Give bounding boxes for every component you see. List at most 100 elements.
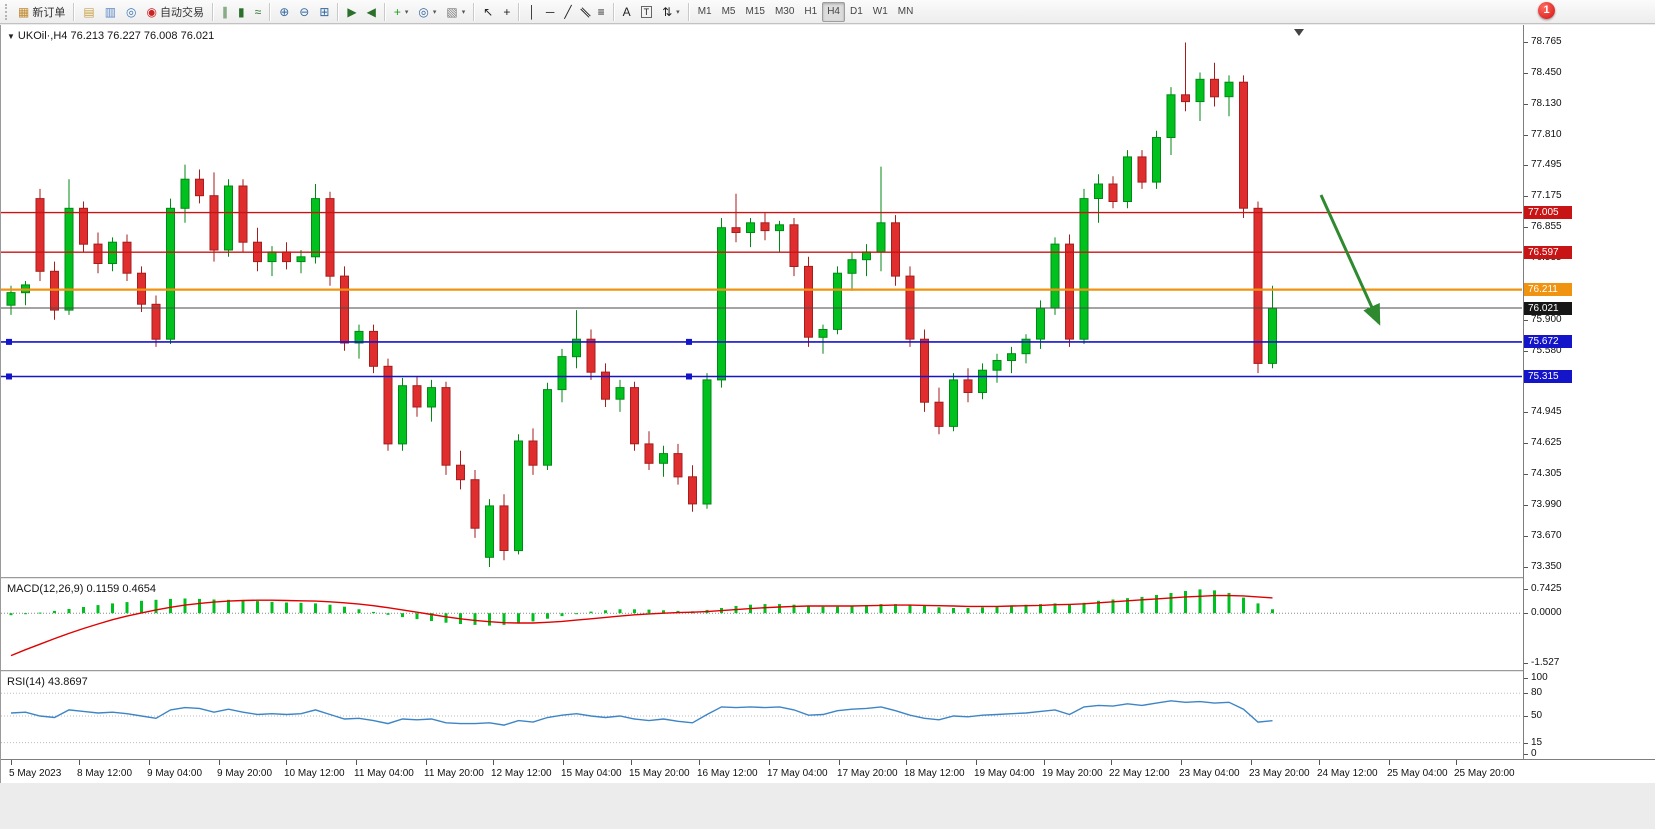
- macd-histogram-bar: [966, 608, 970, 614]
- macd-panel-surface[interactable]: [1, 579, 1523, 670]
- macd-histogram-bar: [604, 610, 607, 614]
- rsi-panel-divider[interactable]: [1, 670, 1655, 672]
- timeframe-h1-button[interactable]: H1: [799, 2, 822, 22]
- time-label: 25 May 04:00: [1387, 768, 1448, 779]
- notification-badge[interactable]: 1: [1538, 2, 1555, 19]
- timeframe-m30-button[interactable]: M30: [770, 2, 799, 22]
- market-watch-icon: ▥: [104, 4, 117, 19]
- timeframe-m15-button[interactable]: M15: [741, 2, 770, 22]
- crosshair-button[interactable]: +: [498, 2, 515, 22]
- auto-scroll-button[interactable]: ▶: [342, 2, 361, 22]
- toolbar-separator: [269, 2, 272, 21]
- candle: [369, 330, 378, 367]
- autotrading-button[interactable]: ◉ 自动交易: [142, 2, 209, 22]
- rsi-panel-surface[interactable]: [1, 672, 1523, 759]
- macd-histogram-bar: [415, 613, 419, 620]
- rsi-line: [10, 700, 1273, 726]
- candle: [64, 207, 74, 311]
- collapse-arrow-icon[interactable]: ▼: [7, 32, 15, 41]
- axis-label: 15: [1531, 736, 1543, 748]
- trendline-button[interactable]: ╱: [559, 2, 576, 22]
- candle: [296, 256, 306, 263]
- chart-line-button[interactable]: ≈: [250, 2, 267, 22]
- timeframe-d1-button-label: D1: [850, 6, 863, 17]
- chart-shift-button[interactable]: ◀: [362, 2, 381, 22]
- line-handle[interactable]: [6, 338, 12, 345]
- macd-histogram-bar: [1242, 597, 1245, 614]
- toolbar-grip[interactable]: [5, 3, 9, 20]
- market-watch-button[interactable]: ▥: [100, 2, 121, 22]
- ohlc-text: UKOil·,H4 76.213 76.227 76.008 76.021: [17, 30, 215, 42]
- arrows-icon: ⇅: [662, 4, 673, 19]
- macd-histogram-bar: [125, 602, 129, 614]
- tile-windows-icon: ⊞: [319, 4, 330, 19]
- timeframe-d1-button[interactable]: D1: [845, 2, 868, 22]
- autotrading-button-label: 自动交易: [160, 6, 204, 19]
- chart-candles-button[interactable]: ▮: [233, 2, 250, 22]
- candle: [6, 292, 16, 306]
- text-button[interactable]: A: [618, 2, 636, 22]
- axis-label: 0.7425: [1531, 583, 1562, 594]
- macd-histogram-bar: [328, 604, 332, 614]
- candle: [934, 401, 944, 427]
- price-tag-76.021: 76.021: [1524, 301, 1572, 315]
- cursor-button[interactable]: ↖: [478, 2, 498, 22]
- toolbar: ▦ 新订单 ▤ ▥ ◎ ◉ 自动交易 ∥ ▮ ≈ ⊕ ⊖ ⊞ ▶ ◀ + ▾ ◎ ▾ ▧ ▾ ↖ + │ ─ ╱ ∥ ≡ A T ⇅ ▾ M1 M…: [0, 0, 1655, 24]
- time-label: 19 May 20:00: [1042, 768, 1103, 779]
- fibonacci-button[interactable]: ≡: [593, 2, 610, 22]
- horizontal-line-button[interactable]: ─: [541, 2, 560, 22]
- periods-button[interactable]: ◎ ▾: [413, 2, 441, 22]
- axis-label: 78.450: [1531, 66, 1562, 78]
- chart-shift-marker[interactable]: [1294, 29, 1304, 36]
- timeframe-m5-button[interactable]: M5: [717, 2, 741, 22]
- line-handle[interactable]: [686, 338, 692, 345]
- axis-label: 80: [1531, 687, 1543, 699]
- macd-histogram-bar: [299, 602, 303, 614]
- timeframe-mn-button[interactable]: MN: [893, 2, 919, 22]
- macd-histogram-bar: [270, 601, 274, 614]
- channel-button[interactable]: ∥: [577, 2, 593, 22]
- time-label: 5 May 2023: [9, 768, 62, 779]
- line-handle[interactable]: [6, 373, 12, 380]
- templates-button[interactable]: ▧ ▾: [441, 2, 470, 22]
- price-axis[interactable]: 78.765 78.450 78.130 77.810 77.495 77.175 76.8…: [1523, 25, 1655, 759]
- chart-bars-button[interactable]: ∥: [217, 2, 233, 22]
- main-chart-surface[interactable]: [1, 25, 1523, 577]
- new-order-button[interactable]: ▦ 新订单: [13, 2, 70, 22]
- vertical-line-button[interactable]: │: [523, 2, 541, 22]
- text-label-button[interactable]: T: [636, 2, 658, 22]
- axis-label: 77.175: [1531, 190, 1562, 202]
- candle: [1166, 94, 1176, 139]
- zoom-in-button[interactable]: ⊕: [274, 2, 294, 22]
- candle: [572, 338, 581, 358]
- macd-histogram-bar: [836, 606, 839, 614]
- macd-histogram-bar: [1126, 598, 1129, 614]
- macd-histogram-bar: [67, 609, 71, 614]
- candle: [470, 479, 480, 529]
- timeframe-m1-button[interactable]: M1: [693, 2, 717, 22]
- tile-windows-button[interactable]: ⊞: [314, 2, 334, 22]
- arrows-button[interactable]: ⇅ ▾: [657, 2, 685, 22]
- macd-panel-divider[interactable]: [1, 577, 1655, 579]
- candle: [354, 330, 364, 344]
- channel-icon: ∥: [577, 4, 592, 19]
- time-axis[interactable]: 5 May 2023 8 May 12:00 9 May 04:00 9 May 20…: [1, 759, 1655, 783]
- line-handle[interactable]: [686, 373, 692, 380]
- new-chart-button[interactable]: ▤: [78, 2, 99, 22]
- macd-histogram-bar: [38, 612, 42, 614]
- time-label: 10 May 12:00: [284, 768, 345, 779]
- candle: [282, 251, 291, 263]
- candle: [1195, 78, 1205, 103]
- timeframe-w1-button[interactable]: W1: [868, 2, 893, 22]
- axis-label: 73.350: [1531, 561, 1562, 572]
- macd-histogram-bar: [1068, 604, 1071, 614]
- candle: [1239, 81, 1248, 209]
- indicators-button[interactable]: + ▾: [389, 2, 414, 22]
- symbol-ohlc-info[interactable]: ▼ UKOil·,H4 76.213 76.227 76.008 76.021: [7, 30, 214, 42]
- data-window-button[interactable]: ◎: [121, 2, 141, 22]
- periods-icon: ◎: [418, 4, 429, 19]
- down-arrow-annotation[interactable]: [1319, 194, 1381, 326]
- timeframe-h4-button[interactable]: H4: [822, 1, 845, 22]
- candle: [340, 275, 349, 344]
- zoom-out-button[interactable]: ⊖: [294, 2, 314, 22]
